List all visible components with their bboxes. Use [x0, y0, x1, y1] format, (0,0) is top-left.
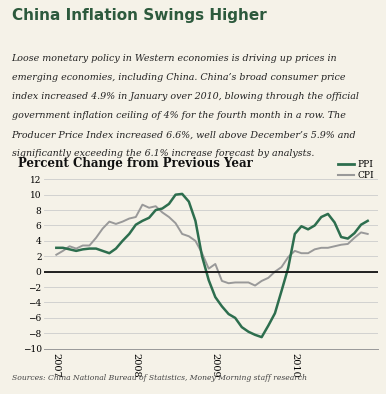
Text: emerging economies, including China. China’s broad consumer price: emerging economies, including China. Chi…	[12, 73, 345, 82]
Legend: PPI, CPI: PPI, CPI	[338, 160, 374, 180]
Text: Percent Change from Previous Year: Percent Change from Previous Year	[18, 157, 252, 170]
Text: Sources: China National Bureau of Statistics, Money Morning staff research: Sources: China National Bureau of Statis…	[12, 374, 306, 382]
Text: index increased 4.9% in January over 2010, blowing through the official: index increased 4.9% in January over 201…	[12, 92, 359, 101]
Text: Loose monetary policy in Western economies is driving up prices in: Loose monetary policy in Western economi…	[12, 54, 337, 63]
Text: China Inflation Swings Higher: China Inflation Swings Higher	[12, 8, 266, 23]
Text: significantly exceeding the 6.1% increase forecast by analysts.: significantly exceeding the 6.1% increas…	[12, 149, 314, 158]
Text: government inflation ceiling of 4% for the fourth month in a row. The: government inflation ceiling of 4% for t…	[12, 112, 345, 120]
Text: Producer Price Index increased 6.6%, well above December’s 5.9% and: Producer Price Index increased 6.6%, wel…	[12, 130, 356, 139]
